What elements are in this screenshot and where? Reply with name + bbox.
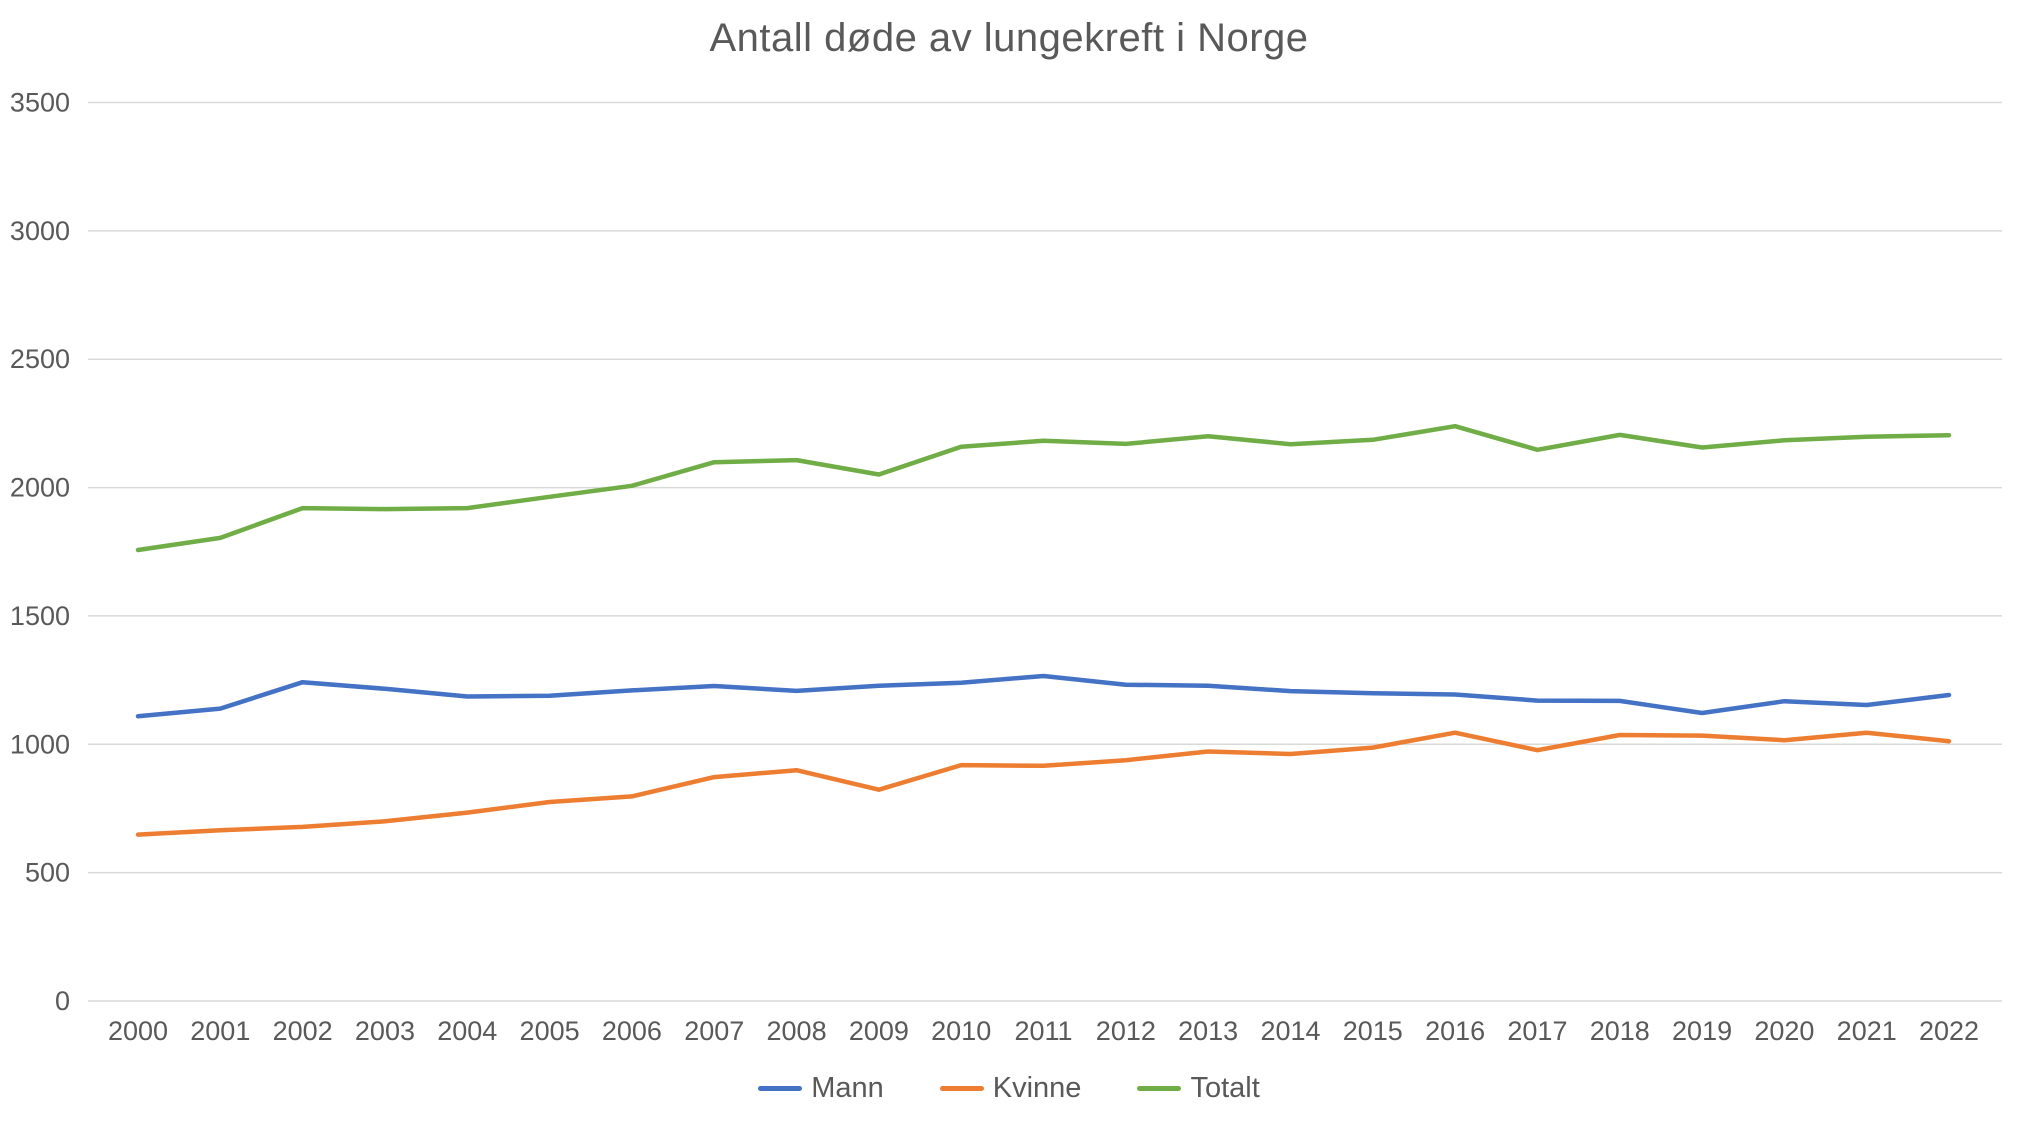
x-axis-tick-label: 2006 [602, 1016, 662, 1046]
series-line-totalt [135, 423, 1952, 553]
x-axis-tick-label: 2001 [190, 1016, 250, 1046]
y-axis-tick-label: 0 [55, 986, 70, 1016]
x-axis-tick-label: 2004 [437, 1016, 497, 1046]
y-axis-tick-label: 500 [25, 858, 70, 888]
x-axis-tick-label: 2011 [1014, 1016, 1072, 1046]
x-axis-tick-label: 2009 [849, 1016, 909, 1046]
series-line-mann [135, 673, 1952, 719]
y-axis-tick-label: 2000 [10, 473, 70, 503]
y-axis-tick-label: 2500 [10, 344, 70, 374]
x-axis-tick-label: 2016 [1425, 1016, 1485, 1046]
legend: Mann Kvinne Totalt [0, 1072, 2018, 1105]
x-axis-tick-label: 2020 [1754, 1016, 1814, 1046]
x-axis-tick-label: 2019 [1672, 1016, 1732, 1046]
x-axis-tick-label: 2002 [273, 1016, 333, 1046]
x-axis-tick-label: 2017 [1507, 1016, 1567, 1046]
y-axis-tick-label: 1000 [10, 729, 70, 759]
x-axis-tick-label: 2003 [355, 1016, 415, 1046]
y-axis-tick-label: 1500 [10, 601, 70, 631]
x-axis-tick-label: 2012 [1096, 1016, 1156, 1046]
x-axis-tick-label: 2013 [1178, 1016, 1238, 1046]
legend-swatch-icon [1137, 1086, 1182, 1091]
x-axis-tick-label: 2008 [767, 1016, 827, 1046]
legend-item-totalt: Totalt [1137, 1072, 1260, 1105]
chart-title: Antall døde av lungekreft i Norge [709, 16, 1309, 60]
x-axis-tick-label: 2005 [520, 1016, 580, 1046]
series-line-kvinne [135, 730, 1952, 837]
legend-item-mann: Mann [758, 1072, 884, 1105]
legend-swatch-icon [758, 1086, 803, 1091]
legend-label: Totalt [1190, 1072, 1260, 1104]
y-axis-tick-label: 3500 [10, 88, 70, 118]
x-axis-tick-label: 2014 [1260, 1016, 1320, 1046]
legend-item-kvinne: Kvinne [939, 1072, 1082, 1105]
y-axis-tick-label: 3000 [10, 216, 70, 246]
legend-label: Kvinne [992, 1072, 1082, 1104]
legend-label: Mann [811, 1072, 884, 1104]
x-axis-tick-label: 2015 [1343, 1016, 1403, 1046]
x-axis-tick-label: 2022 [1919, 1016, 1979, 1046]
x-axis-tick-label: 2010 [931, 1016, 991, 1046]
legend-swatch-icon [939, 1086, 984, 1091]
x-axis-tick-label: 2000 [108, 1016, 168, 1046]
x-axis-tick-label: 2018 [1590, 1016, 1650, 1046]
x-axis-tick-label: 2007 [684, 1016, 744, 1046]
x-axis-tick-label: 2021 [1837, 1016, 1897, 1046]
